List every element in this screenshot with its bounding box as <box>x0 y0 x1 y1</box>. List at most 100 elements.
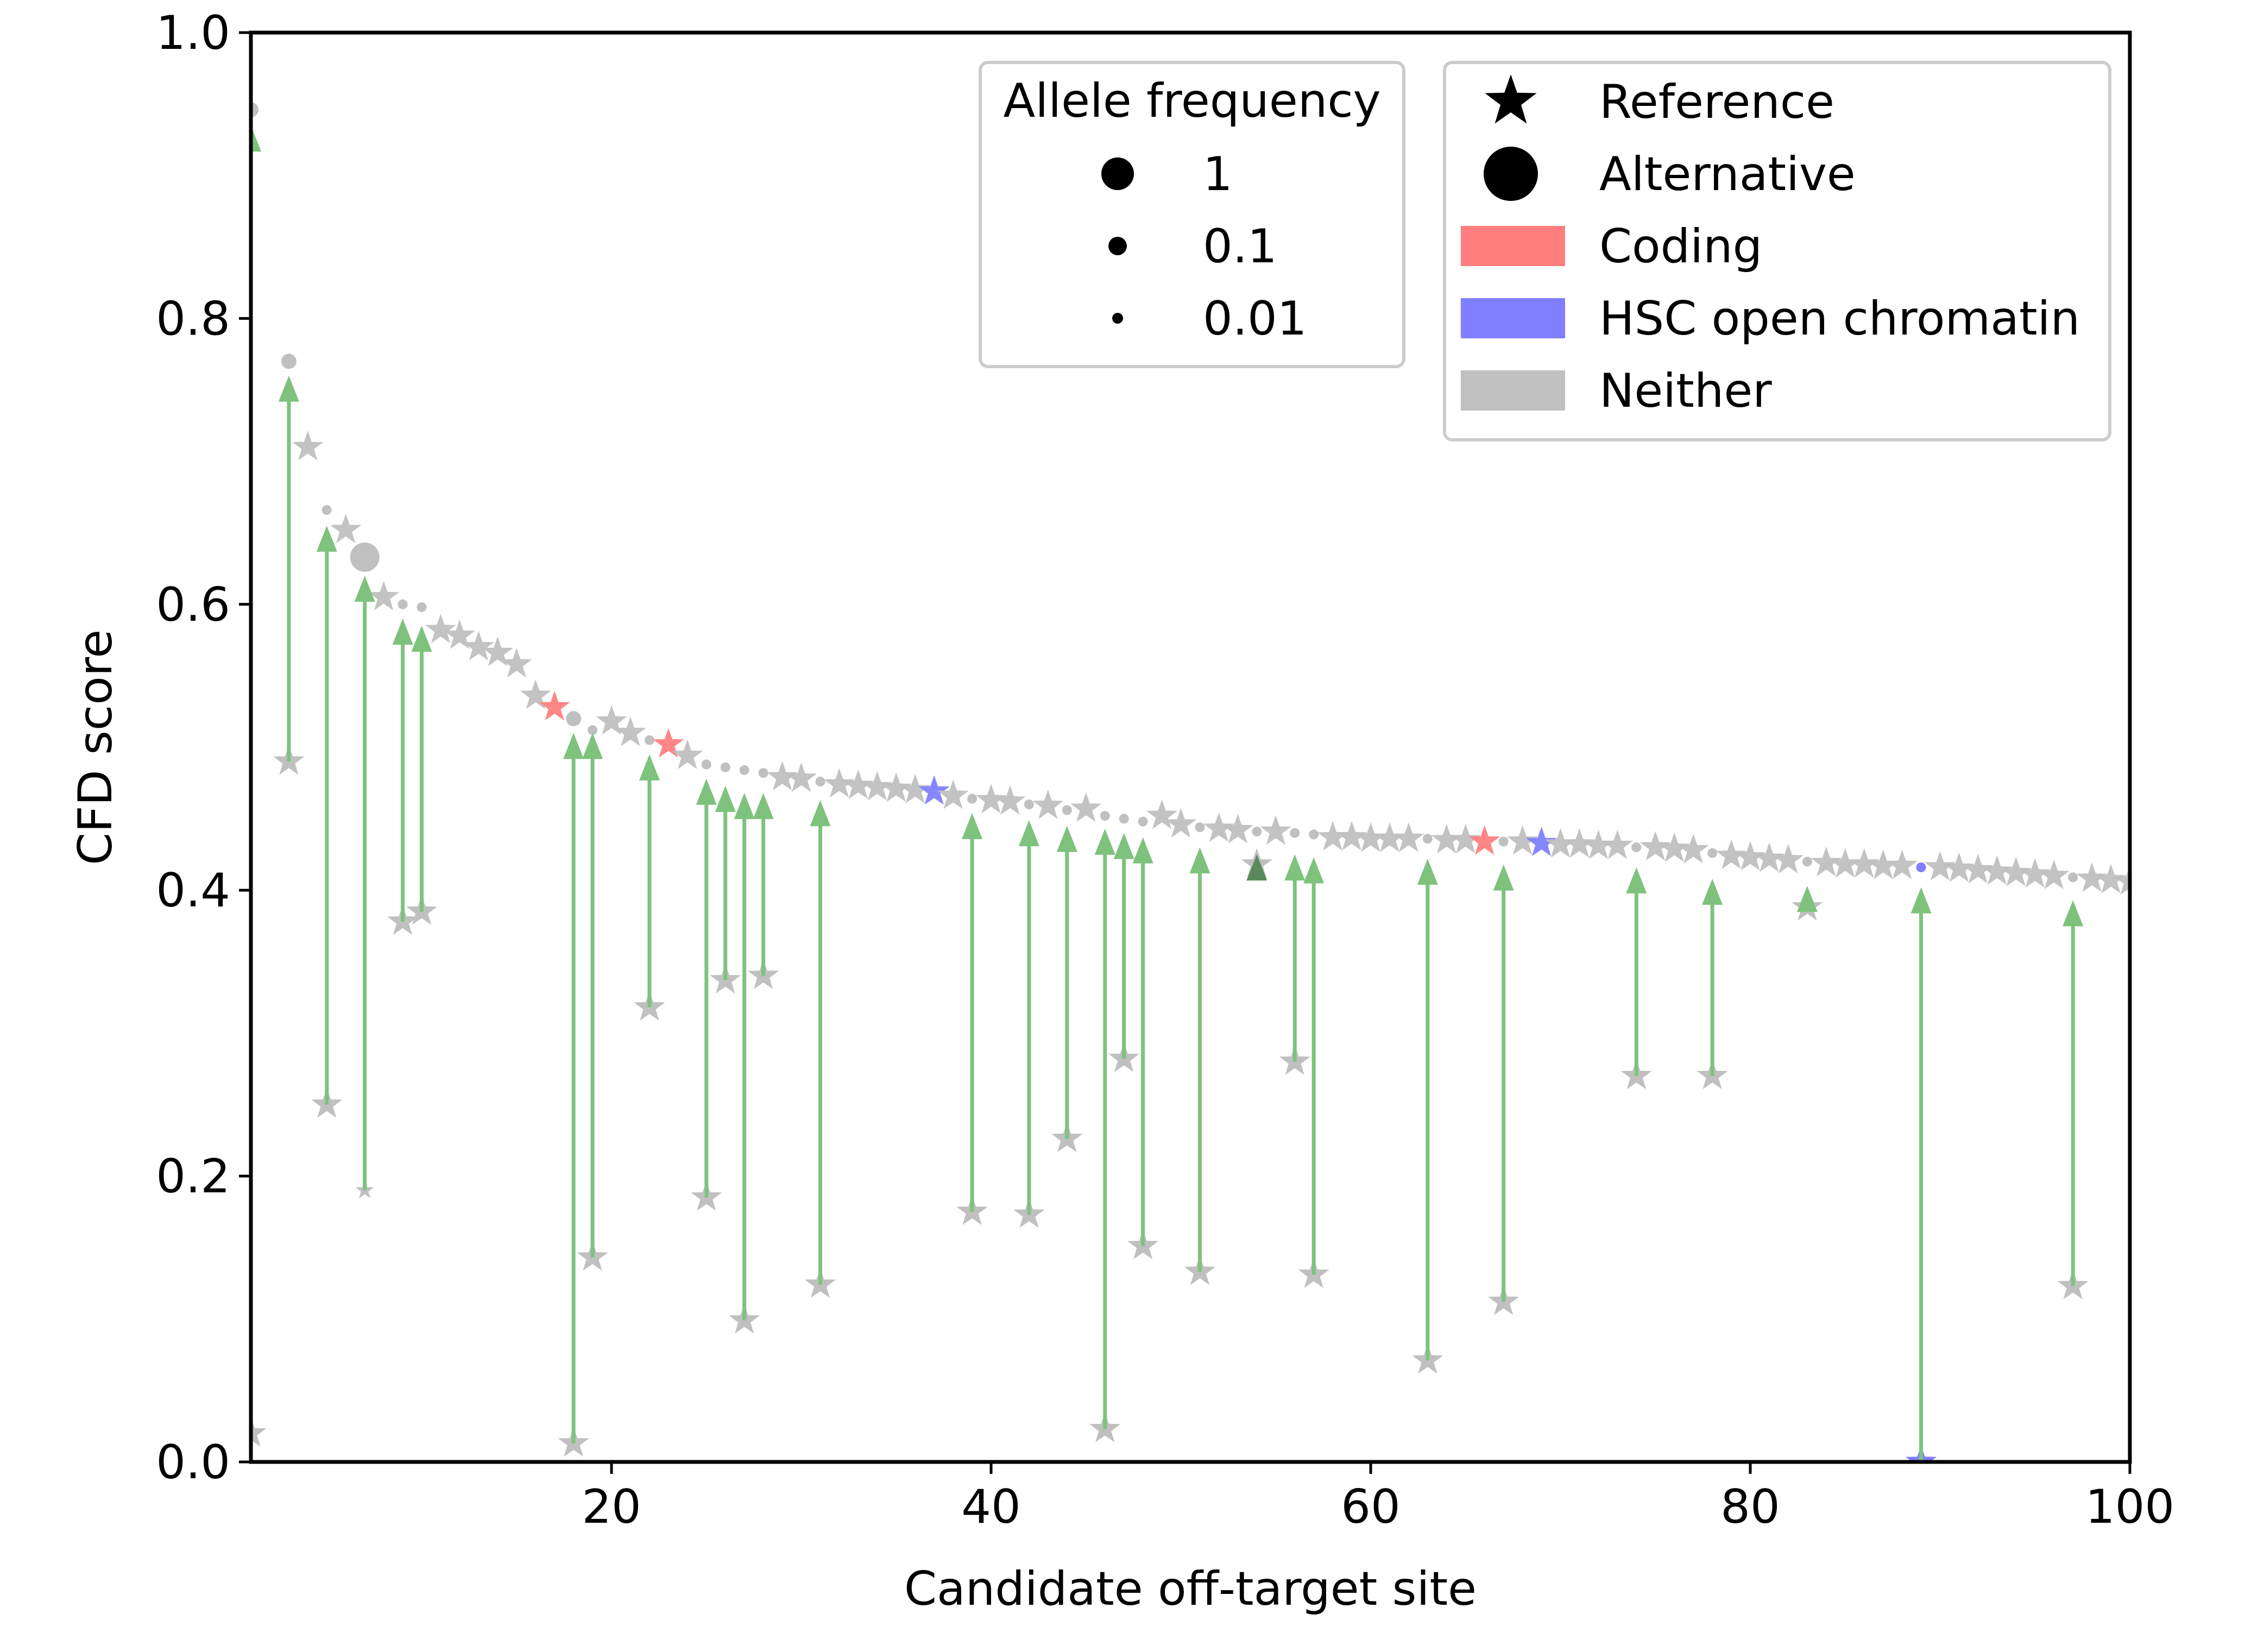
reference-star-marker <box>482 636 513 666</box>
x-tick-label: 20 <box>582 1480 641 1534</box>
reference-star-marker <box>1260 815 1291 845</box>
reference-star-marker <box>918 775 950 805</box>
reference-star-marker <box>842 770 874 799</box>
reference-star-marker <box>1716 840 1747 869</box>
reference-star-marker <box>899 774 931 804</box>
variant-arrow-head <box>1910 887 1932 913</box>
reference-star-marker <box>1868 849 1899 879</box>
reference-star-marker <box>1678 834 1709 863</box>
reference-circle-marker <box>815 777 825 787</box>
reference-star-marker <box>463 630 494 660</box>
legend-color-swatch <box>1461 226 1565 266</box>
legend-color-swatch <box>1461 370 1565 411</box>
reference-star-marker <box>1639 831 1671 861</box>
reference-circle-marker <box>1138 816 1148 827</box>
allele-legend-dot <box>1108 237 1127 255</box>
legend-color-swatch <box>1461 298 1565 338</box>
variant-arrow-head <box>1113 833 1134 859</box>
reference-star-marker <box>1146 799 1178 829</box>
reference-circle-marker <box>1062 805 1072 815</box>
reference-star-marker <box>520 679 551 709</box>
reference-star-marker <box>937 779 969 809</box>
reference-star-marker <box>1658 832 1690 862</box>
allele-legend-title: Allele frequency <box>1003 74 1380 128</box>
reference-star-marker <box>1507 825 1538 855</box>
marker-legend-label: Alternative <box>1599 147 1856 201</box>
variant-arrow-head <box>696 778 717 805</box>
reference-star-marker <box>861 771 893 800</box>
variant-arrow-head <box>582 733 603 759</box>
marker-category-legend: Reference Alternative Coding HSC open chrom… <box>1443 61 2111 442</box>
reference-circle-marker <box>967 793 978 804</box>
legend-circle-icon <box>1484 147 1538 201</box>
variant-arrow-head <box>1018 820 1039 847</box>
reference-star-marker <box>1962 854 1994 884</box>
reference-star-marker <box>1563 828 1595 858</box>
variant-arrow-head <box>639 754 660 781</box>
y-tick-label: 0.0 <box>156 1435 230 1490</box>
reference-star-marker <box>1811 847 1842 877</box>
reference-star-marker <box>292 431 324 461</box>
reference-star-marker <box>1317 821 1348 851</box>
reference-star-marker <box>1830 848 1861 878</box>
y-tick-label: 0.6 <box>156 578 230 632</box>
reference-star-marker <box>1469 825 1500 855</box>
variant-arrow-head <box>1493 864 1514 891</box>
y-tick-label: 0.2 <box>156 1150 230 1204</box>
reference-circle-marker <box>2068 872 2078 882</box>
variant-arrow-head <box>715 786 736 812</box>
marker-legend-label: Reference <box>1599 75 1834 129</box>
variant-arrow-head <box>278 375 299 402</box>
reference-star-marker <box>1203 812 1234 842</box>
reference-star-marker <box>786 762 817 792</box>
reference-circle-marker <box>644 735 654 745</box>
reference-star-marker <box>1393 822 1424 852</box>
variant-arrow-head <box>1626 867 1647 894</box>
reference-circle-marker <box>1119 814 1129 824</box>
x-tick-label: 40 <box>961 1480 1020 1534</box>
x-tick-label: 80 <box>1720 1480 1780 1534</box>
y-tick-label: 1.0 <box>156 6 230 60</box>
reference-circle-marker <box>1309 829 1319 840</box>
reference-circle-marker <box>739 765 749 775</box>
reference-star-marker <box>615 716 646 746</box>
reference-star-marker <box>1526 827 1557 856</box>
reference-circle-marker <box>758 768 768 778</box>
reference-star-marker <box>1754 842 1785 872</box>
reference-star-marker <box>1545 828 1576 858</box>
reference-star-marker <box>2019 858 2051 888</box>
reference-circle-marker <box>701 759 711 770</box>
reference-circle-marker <box>1422 834 1433 844</box>
reference-circle-marker <box>1631 842 1642 853</box>
reference-star-marker <box>672 739 703 770</box>
variant-arrow-head <box>1189 847 1210 874</box>
variant-arrow-head <box>392 619 413 645</box>
x-tick-label: 100 <box>2085 1480 2174 1534</box>
variant-arrow-head <box>753 793 774 819</box>
reference-star-marker <box>975 784 1007 814</box>
allele-legend-box <box>979 61 1405 368</box>
reference-circle-marker <box>1290 828 1300 838</box>
category-legend-label: Neither <box>1599 364 1772 418</box>
reference-star-marker <box>368 581 400 610</box>
reference-star-marker <box>444 619 475 649</box>
allele-legend-dot <box>1112 313 1123 324</box>
allele-legend-label: 1 <box>1203 147 1233 201</box>
plot-area <box>251 102 2130 1462</box>
reference-star-marker <box>1355 822 1386 852</box>
variant-arrow-head <box>1796 886 1818 912</box>
reference-star-marker <box>1887 849 1918 879</box>
reference-circle-marker <box>1100 811 1110 821</box>
reference-circle-marker <box>1802 856 1812 867</box>
reference-circle-marker <box>1498 836 1509 847</box>
variant-arrow-head <box>316 526 337 552</box>
reference-circle-marker <box>720 762 730 772</box>
reference-circle-marker <box>566 711 582 727</box>
reference-star-marker <box>1165 808 1197 838</box>
variant-arrow-head <box>734 793 755 819</box>
reference-circle-marker <box>588 725 598 735</box>
legend-star-icon <box>1485 74 1537 124</box>
reference-circle-marker <box>417 602 427 613</box>
axis-ticks: 20 40 60 80 100 0.0 0.2 0.4 0.6 0.8 1.0 <box>156 6 2174 1534</box>
